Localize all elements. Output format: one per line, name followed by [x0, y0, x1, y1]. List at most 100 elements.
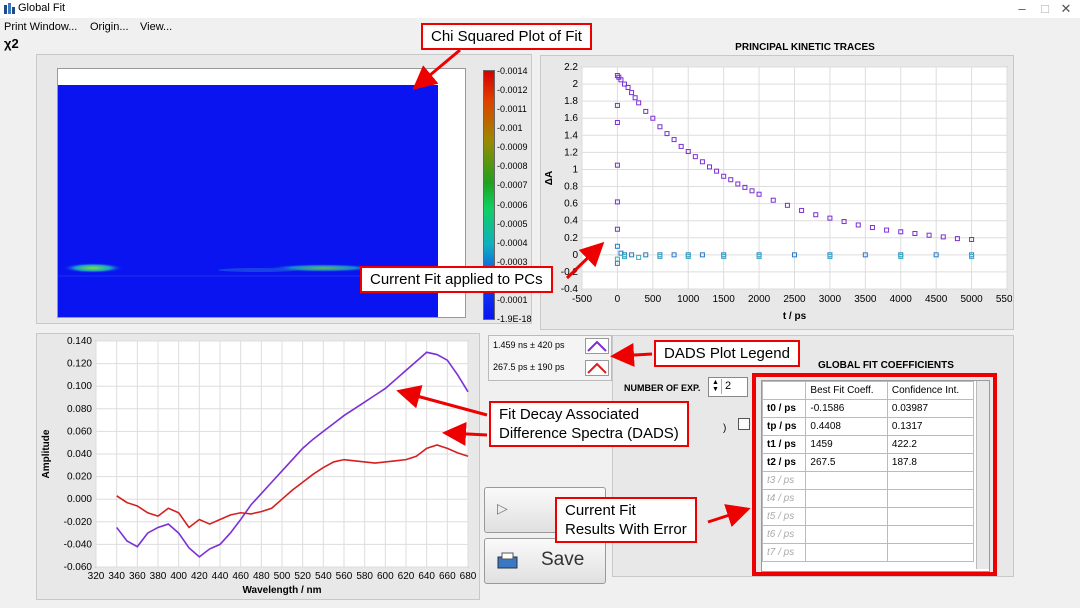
kinetic-point: [629, 252, 635, 258]
kinetic-point: [735, 181, 741, 187]
dads-series-line: [116, 351, 469, 558]
kinetic-point: [614, 102, 620, 108]
kinetic-point: [650, 115, 656, 121]
dads-x-tick: 460: [232, 571, 249, 582]
kinetic-point: [862, 252, 868, 258]
table-scrollbar[interactable]: [976, 381, 989, 569]
dads-chart[interactable]: 320 340 360 380 400 420 440 460 480 500 520 540 560 5…: [36, 333, 478, 598]
legend-item-1-label: 1.459 ns ± 420 ps: [493, 340, 565, 350]
dads-y-tick: -0.040: [64, 539, 93, 550]
colorbar-tick-label: -0.0011: [497, 104, 527, 115]
dads-x-tick: 560: [336, 571, 353, 582]
legend-item-2-swatch[interactable]: [585, 360, 609, 376]
parameter-name-cell: t7 / ps: [762, 543, 807, 562]
dads-x-tick: 380: [150, 571, 167, 582]
dads-series-line: [116, 444, 469, 529]
dads-y-tick: -0.020: [64, 517, 93, 528]
kinetic-point: [770, 197, 776, 203]
kinetic-point: [685, 149, 691, 155]
kinetic-point: [614, 243, 620, 249]
kinetic-point: [799, 207, 805, 213]
kinetic-point: [707, 164, 712, 170]
maximize-button[interactable]: □: [1041, 1, 1049, 16]
dads-x-tick: 620: [398, 571, 415, 582]
kinetic-point: [643, 252, 649, 258]
colorbar-tick-label: -0.0001: [497, 294, 528, 305]
dads-x-tick: 480: [253, 571, 270, 582]
callout-pcs: Current Fit applied to PCs: [360, 266, 553, 293]
kinetic-point: [969, 236, 975, 242]
kinetic-point: [969, 254, 975, 260]
table-row[interactable]: t5 / ps: [762, 507, 975, 526]
stepper-arrows-icon[interactable]: ▲ ▼: [710, 379, 722, 394]
kinetic-title: PRINCIPAL KINETIC TRACES: [735, 42, 875, 53]
kinetic-x-tick: 5000: [960, 294, 983, 305]
parameter-name-cell: t5 / ps: [762, 507, 807, 526]
menu-origin[interactable]: Origin...: [90, 21, 129, 33]
dads-y-tick: 0.100: [67, 381, 92, 392]
kinetic-point: [614, 226, 620, 232]
results-highlight-box: [752, 373, 997, 576]
callout-results: Current Fit Results With Error: [555, 497, 697, 543]
kinetic-point: [855, 222, 861, 228]
save-button[interactable]: Save: [484, 538, 606, 584]
kinetic-point: [784, 202, 790, 208]
dads-x-tick: 340: [108, 571, 125, 582]
kinetic-x-tick: 5500: [996, 294, 1012, 305]
kinetic-point: [636, 100, 642, 106]
colorbar-tick-label: -0.0008: [497, 161, 528, 172]
callout-chi: Chi Squared Plot of Fit: [421, 23, 592, 50]
kinetic-point: [756, 254, 762, 260]
table-row[interactable]: t4 / ps: [762, 489, 975, 508]
kinetic-x-tick: 2000: [748, 294, 771, 305]
play-icon: ▷: [497, 500, 508, 516]
kinetic-point: [954, 236, 960, 242]
kinetic-point: [742, 184, 748, 190]
minimize-button[interactable]: –: [1018, 1, 1026, 16]
kinetic-point: [940, 234, 946, 240]
kinetic-x-tick: 0: [615, 294, 621, 305]
kinetic-x-tick: 4500: [925, 294, 948, 305]
num-exp-stepper[interactable]: ▲ ▼ 2: [708, 377, 748, 397]
colorbar-tick-label: -0.0004: [497, 237, 528, 248]
dads-x-tick: 400: [170, 571, 187, 582]
kinetic-point: [671, 137, 677, 143]
dads-x-tick: 520: [294, 571, 311, 582]
coefficients-table[interactable]: Best Fit Coeff. Confidence Int. t0 / ps -0.…: [761, 380, 990, 572]
kinetic-y-tick: 0: [572, 250, 578, 261]
table-row[interactable]: t7 / ps: [762, 543, 975, 562]
kinetic-point: [643, 108, 649, 114]
legend-item-1-swatch[interactable]: [585, 338, 609, 354]
colorbar-tick-label: -1.9E-18: [497, 314, 532, 324]
table-row[interactable]: t2 / ps 267.5 187.8: [762, 453, 975, 472]
kinetic-point: [614, 120, 620, 125]
kinetic-point: [614, 256, 620, 262]
close-button[interactable]: ✕: [1060, 1, 1072, 16]
kinetic-point: [622, 81, 627, 87]
title-bar: Global Fit – □ ✕: [0, 0, 1080, 18]
kinetic-y-tick: 1: [572, 164, 578, 175]
table-row[interactable]: t0 / ps -0.1586 0.03987: [762, 399, 975, 418]
dads-x-tick: 540: [315, 571, 332, 582]
kinetic-point: [657, 124, 663, 130]
option-checkbox[interactable]: [738, 418, 750, 430]
colorbar-tick-label: -0.0014: [497, 66, 528, 76]
kinetic-y-tick: -0.2: [561, 267, 579, 278]
legend-item-2-label: 267.5 ps ± 190 ps: [493, 362, 565, 372]
kinetic-point: [827, 254, 833, 260]
dads-x-tick: 420: [191, 571, 208, 582]
menu-print-window[interactable]: Print Window...: [4, 21, 77, 33]
table-header-row: Best Fit Coeff. Confidence Int.: [762, 381, 975, 400]
kinetic-chart[interactable]: -500 0 500 1000 1500 2000 2500 3000 3500 4000 4500…: [540, 55, 1012, 328]
kinetic-y-tick: 0.8: [564, 182, 578, 193]
colorbar: [483, 70, 495, 320]
dads-x-tick: 360: [129, 571, 146, 582]
callout-results-line1: Current Fit: [565, 502, 636, 519]
kinetic-y-tick: 1.4: [564, 130, 578, 141]
kinetic-y-tick: 0.6: [564, 199, 578, 210]
kinetic-x-tick: 4000: [890, 294, 913, 305]
kinetic-point: [714, 168, 720, 174]
save-button-label: Save: [541, 549, 585, 570]
menu-view[interactable]: View...: [140, 21, 173, 33]
